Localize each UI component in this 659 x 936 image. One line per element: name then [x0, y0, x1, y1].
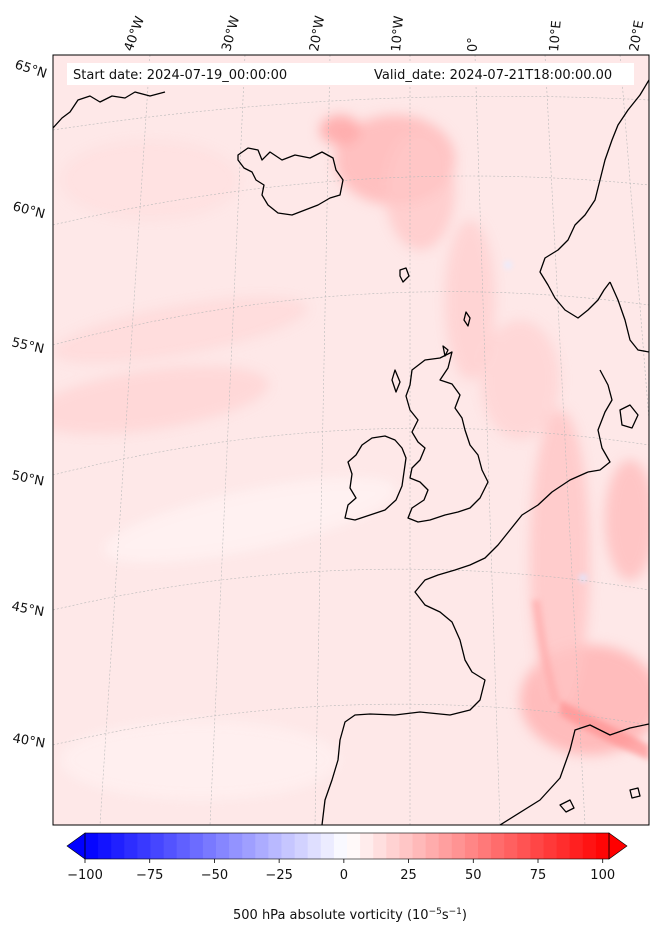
- colorbar-tick-label: 25: [400, 868, 417, 883]
- lon-label: 40°W: [122, 14, 148, 53]
- colorbar-swatch: [124, 833, 138, 859]
- colorbar-swatch: [595, 833, 610, 859]
- colorbar-swatch: [438, 833, 453, 859]
- lat-label: 60°N: [11, 199, 47, 222]
- colorbar-swatch: [307, 833, 322, 859]
- colorbar-tick-label: −25: [265, 868, 292, 883]
- colorbar-label: 500 hPa absolute vorticity (10−5s−1): [233, 907, 467, 923]
- colorbar-swatches: [85, 833, 610, 859]
- graticule: [53, 55, 649, 825]
- colorbar-swatch: [176, 833, 191, 859]
- colorbar-tick-label: 50: [465, 868, 482, 883]
- scandinavia-coast: [609, 281, 649, 353]
- colorbar-high-extension: [608, 832, 628, 860]
- colorbar-swatch: [242, 833, 256, 859]
- map-frame: [52, 54, 650, 826]
- lat-label: 65°N: [13, 58, 49, 82]
- colorbar-swatch: [163, 833, 178, 859]
- colorbar-swatch: [386, 833, 400, 859]
- header-box: [67, 63, 634, 85]
- great-britain-coast: [405, 351, 489, 523]
- mediterranean-coast: [499, 723, 649, 825]
- colorbar-swatch: [425, 833, 440, 859]
- colorbar-swatch: [229, 833, 243, 859]
- colorbar-swatch: [543, 833, 558, 859]
- colorbar-tick-label: −50: [201, 868, 228, 883]
- longitude-labels: 40°W 30°W 20°W 10°W 0° 10°E 20°E: [122, 14, 648, 53]
- denmark-coast: [587, 369, 613, 473]
- colorbar-tick-label: 100: [590, 868, 615, 883]
- latitude-labels: 65°N 60°N 55°N 50°N 45°N 40°N: [10, 58, 48, 752]
- colorbar: −100 −75 −50 −25 0 25 50 75 100 500 hPa absolute…: [66, 832, 628, 923]
- greenland-coast: [53, 91, 166, 129]
- lat-label: 45°N: [10, 599, 45, 620]
- ireland-coast: [344, 435, 407, 521]
- faroe-coast: [399, 267, 410, 283]
- colorbar-swatch: [556, 833, 571, 859]
- map-panel: [53, 55, 649, 825]
- colorbar-swatch: [98, 833, 112, 859]
- colorbar-swatch: [399, 833, 414, 859]
- colorbar-swatch: [320, 833, 335, 859]
- vorticity-field: [53, 115, 649, 800]
- lon-label: 0°: [466, 37, 481, 52]
- colorbar-swatch: [85, 833, 99, 859]
- colorbar-swatch: [412, 833, 427, 859]
- lon-label: 20°W: [307, 15, 328, 53]
- colorbar-tick-label: −75: [136, 868, 163, 883]
- colorbar-swatch: [530, 833, 545, 859]
- colorbar-swatch: [268, 833, 283, 859]
- colorbar-swatch: [294, 833, 309, 859]
- continent-coast: [321, 471, 589, 825]
- valid-date-label: Valid_date: 2024-07-21T18:00:00.00: [374, 68, 612, 83]
- lat-label: 55°N: [10, 335, 45, 357]
- colorbar-swatch: [216, 833, 230, 859]
- colorbar-swatch: [111, 833, 125, 859]
- colorbar-swatch: [478, 833, 492, 859]
- colorbar-swatch: [582, 833, 597, 859]
- colorbar-swatch: [347, 833, 361, 859]
- lat-label: 40°N: [11, 731, 46, 751]
- lon-label: 20°E: [627, 19, 647, 52]
- colorbar-swatch: [255, 833, 269, 859]
- coastlines: [53, 79, 649, 825]
- colorbar-swatch: [137, 833, 152, 859]
- colorbar-swatch: [464, 833, 479, 859]
- start-date-label: Start date: 2024-07-19_00:00:00: [73, 68, 287, 83]
- colorbar-swatch: [333, 833, 348, 859]
- colorbar-swatch: [150, 833, 165, 859]
- lon-label: 10°E: [547, 20, 565, 52]
- norway-coast: [539, 79, 649, 319]
- colorbar-ticks: −100 −75 −50 −25 0 25 50 75 100: [67, 859, 615, 883]
- colorbar-swatch: [373, 833, 387, 859]
- colorbar-swatch: [504, 833, 518, 859]
- lon-label: 30°W: [219, 14, 243, 53]
- colorbar-frame: [84, 832, 610, 860]
- colorbar-tick-label: −100: [67, 868, 103, 883]
- colorbar-swatch: [360, 833, 374, 859]
- colorbar-swatch: [202, 833, 217, 859]
- lon-label: 10°W: [389, 15, 407, 52]
- colorbar-low-extension: [66, 832, 86, 860]
- colorbar-swatch: [491, 833, 505, 859]
- colorbar-swatch: [281, 833, 296, 859]
- colorbar-tick-label: 75: [530, 868, 547, 883]
- shetland-coast: [463, 311, 471, 327]
- colorbar-swatch: [451, 833, 466, 859]
- colorbar-swatch: [569, 833, 584, 859]
- iceland-coast: [237, 147, 344, 216]
- colorbar-tick-label: 0: [340, 868, 348, 883]
- lat-label: 50°N: [10, 468, 45, 489]
- colorbar-swatch: [189, 833, 204, 859]
- colorbar-swatch: [517, 833, 531, 859]
